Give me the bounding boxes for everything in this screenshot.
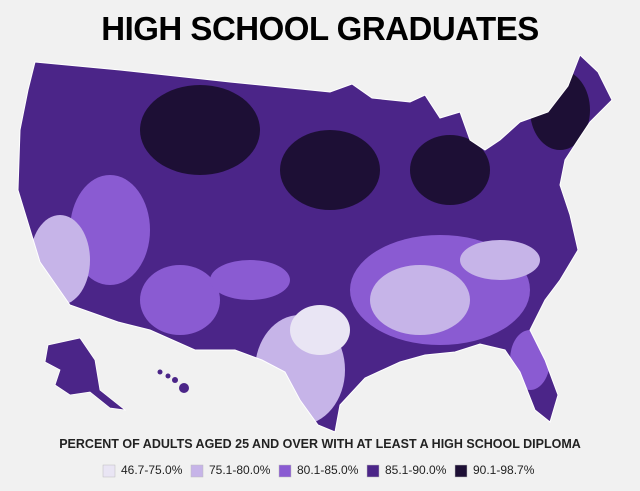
legend-swatch	[102, 464, 116, 478]
region	[70, 175, 150, 285]
us-outline	[17, 54, 613, 433]
region	[280, 130, 380, 210]
legend-label: 46.7-75.0%	[121, 463, 183, 477]
legend-swatch	[366, 464, 380, 478]
region	[370, 265, 470, 335]
legend-swatch	[454, 464, 468, 478]
title: HIGH SCHOOL GRADUATES	[101, 10, 538, 47]
legend-label: 75.1-80.0%	[209, 463, 271, 477]
legend: 46.7-75.0% 75.1-80.0% 80.1-85.0% 85.1-90.0%…	[102, 463, 535, 478]
legend-label: 80.1-85.0%	[297, 463, 359, 477]
alaska	[44, 337, 127, 411]
region	[210, 260, 290, 300]
hawaii	[157, 369, 189, 393]
legend-swatch	[190, 464, 204, 478]
legend-swatch	[278, 464, 292, 478]
region	[410, 135, 490, 205]
region	[460, 240, 540, 280]
region	[140, 265, 220, 335]
region	[140, 85, 260, 175]
legend-title: PERCENT OF ADULTS AGED 25 AND OVER WITH …	[59, 437, 581, 451]
region	[290, 305, 350, 355]
legend-label: 85.1-90.0%	[385, 463, 447, 477]
legend-label: 90.1-98.7%	[473, 463, 535, 477]
